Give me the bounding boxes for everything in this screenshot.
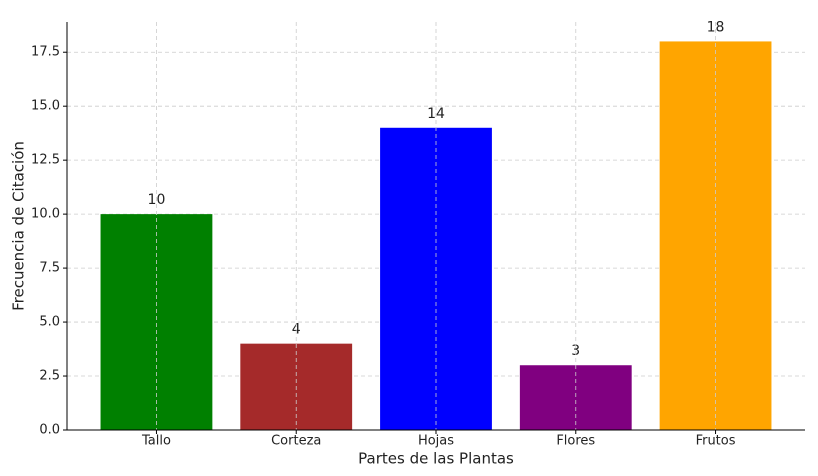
bar xyxy=(380,127,492,431)
y-tick-label: 0.0 xyxy=(39,423,60,438)
x-axis-label: Partes de las Plantas xyxy=(358,450,514,468)
x-tick-label: Flores xyxy=(556,434,595,449)
y-tick-label: 5.0 xyxy=(39,315,60,330)
data-label: 18 xyxy=(707,19,725,35)
bar xyxy=(519,365,632,430)
x-tick-label: Tallo xyxy=(141,434,171,449)
y-tick-label: 12.5 xyxy=(31,153,60,168)
x-tick-label: Frutos xyxy=(696,434,736,449)
x-tick-label: Hojas xyxy=(418,434,454,449)
data-label: 4 xyxy=(292,322,301,338)
y-tick-label: 7.5 xyxy=(39,261,60,276)
y-tick-label: 17.5 xyxy=(31,45,60,60)
y-tick-label: 15.0 xyxy=(31,99,60,114)
y-tick-label: 10.0 xyxy=(31,207,60,222)
y-tick-label: 2.5 xyxy=(39,369,60,384)
x-tick-label: Corteza xyxy=(271,434,321,449)
y-axis-label: Frecuencia de Citación xyxy=(10,141,28,311)
